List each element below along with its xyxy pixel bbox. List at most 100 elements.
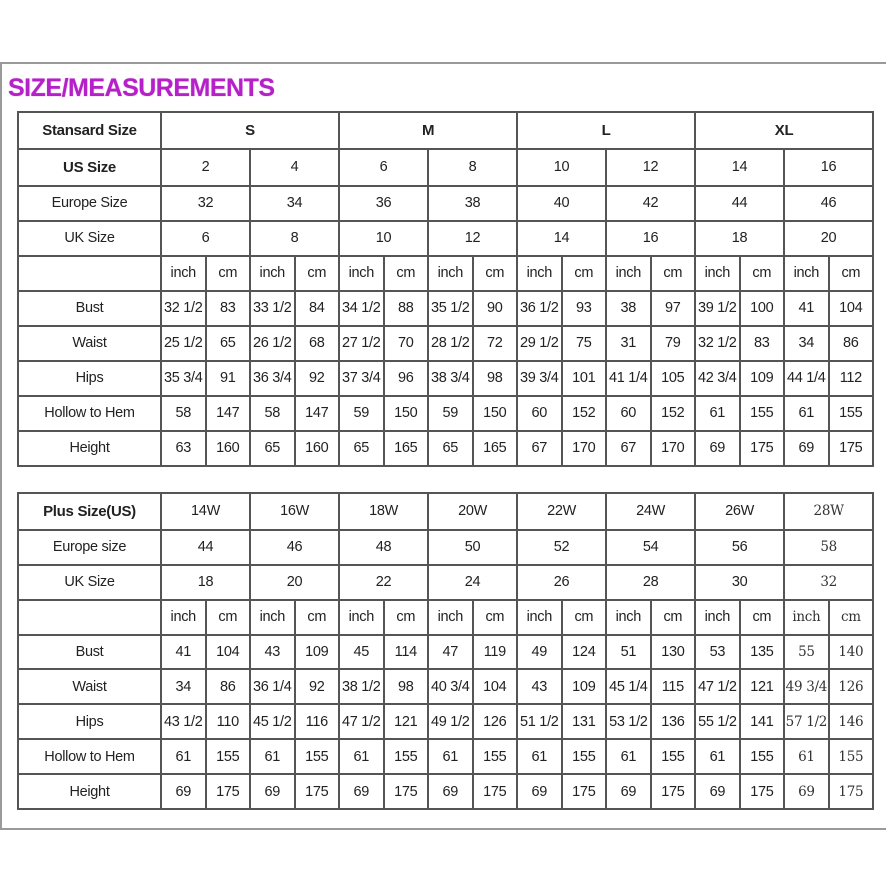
row-label: Waist [17, 668, 162, 706]
row-label: Hollow to Hem [17, 394, 162, 432]
measurement-value: 47 1/2 [694, 668, 741, 706]
measurement-value: 92 [293, 668, 341, 706]
measurement-value: 109 [293, 633, 341, 671]
row-label: Height [17, 429, 162, 468]
unit-header: inch [338, 598, 385, 636]
measurement-value: 65 [249, 429, 296, 468]
measurement-value: 121 [738, 668, 786, 706]
unit-header: cm [827, 254, 875, 292]
measurement-value: 92 [293, 359, 341, 397]
size-value: 42 [605, 184, 697, 222]
unit-header: inch [160, 598, 207, 636]
measurement-value: 104 [204, 633, 252, 671]
measurement-value: 100 [738, 289, 786, 327]
measurement-row: Height 69 175 69 175 69 175 69 175 69 175 69 175 69 17… [17, 773, 875, 810]
measurement-value: 55 [783, 633, 830, 671]
measurement-value: 58 [249, 394, 296, 432]
measurement-value: 147 [293, 394, 341, 432]
measurement-value: 152 [649, 394, 697, 432]
unit-header: inch [605, 598, 652, 636]
size-value: 44 [159, 528, 252, 566]
size-value: 30 [694, 563, 786, 601]
measurement-value: 96 [382, 359, 430, 397]
measurement-value: 45 [338, 633, 385, 671]
measurement-value: 67 [516, 429, 563, 468]
measurement-value: 69 [427, 773, 474, 810]
measurement-value: 175 [471, 773, 519, 810]
unit-header: cm [204, 254, 251, 292]
size-value: 46 [783, 184, 875, 222]
measurement-value: 41 [160, 633, 207, 671]
measurement-row: Bust 32 1/2 83 33 1/2 84 34 1/2 88 35 1/2 90 36 1… [17, 289, 875, 327]
measurement-value: 55 1/2 [694, 703, 741, 741]
measurement-value: 84 [293, 289, 341, 327]
measurement-value: 160 [204, 429, 251, 468]
unit-row: inch cm inch cm inch cm inch cm inch cm inch cm inch… [17, 598, 875, 636]
blank-cell [17, 254, 162, 292]
measurement-value: 69 [605, 773, 652, 810]
chart-frame [0, 62, 886, 830]
measurement-value: 69 [160, 773, 207, 810]
measurement-value: 61 [516, 738, 563, 776]
measurement-value: 29 1/2 [516, 324, 563, 362]
measurement-row: Waist 25 1/2 65 26 1/2 68 27 1/2 70 28 1/2 72 29 … [17, 324, 875, 362]
measurement-row: Hips 35 3/4 91 36 3/4 92 37 3/4 96 38 3/4 98 39 3… [17, 359, 875, 397]
unit-header: cm [649, 254, 697, 292]
measurement-value: 155 [649, 738, 697, 776]
measurement-value: 165 [382, 429, 430, 468]
measurement-row: Bust 41 104 43 109 45 114 47 119 49 124 51 130 53 135 5… [17, 633, 875, 671]
page-title: SIZE/MEASUREMENTS [8, 74, 275, 102]
unit-header: cm [204, 598, 252, 636]
measurement-value: 109 [738, 359, 786, 397]
measurement-value: 41 [783, 289, 830, 327]
measurement-value: 98 [471, 359, 519, 397]
measurement-value: 175 [382, 773, 430, 810]
row-label: Plus Size(US) [17, 492, 162, 531]
row-label: Bust [17, 633, 162, 671]
size-value: 52 [516, 528, 608, 566]
measurement-value: 175 [204, 773, 252, 810]
unit-header: cm [293, 598, 341, 636]
measurement-value: 51 [605, 633, 652, 671]
row-label: Europe size [17, 528, 162, 566]
measurement-value: 61 [694, 394, 741, 432]
measurement-value: 155 [560, 738, 608, 776]
measurement-value: 114 [382, 633, 430, 671]
measurement-value: 104 [827, 289, 875, 327]
measurement-value: 119 [471, 633, 519, 671]
measurement-value: 53 1/2 [605, 703, 652, 741]
measurement-value: 37 3/4 [338, 359, 385, 397]
measurement-value: 33 1/2 [249, 289, 296, 327]
measurement-value: 72 [471, 324, 519, 362]
size-value: 56 [694, 528, 786, 566]
measurement-value: 175 [738, 773, 786, 810]
measurement-value: 35 1/2 [427, 289, 474, 327]
size-group: S [159, 111, 341, 150]
measurement-value: 26 1/2 [249, 324, 296, 362]
measurement-value: 105 [649, 359, 697, 397]
measurement-value: 43 1/2 [160, 703, 207, 741]
measurement-value: 116 [293, 703, 341, 741]
size-value: 20 [249, 563, 341, 601]
measurement-value: 112 [827, 359, 875, 397]
size-value: 24W [605, 492, 697, 531]
measurement-value: 61 [427, 738, 474, 776]
size-value: 40 [516, 184, 608, 222]
measurement-value: 65 [338, 429, 385, 468]
measurement-value: 126 [827, 668, 875, 706]
measurement-value: 140 [827, 633, 875, 671]
measurement-value: 146 [827, 703, 875, 741]
measurement-value: 36 1/4 [249, 668, 296, 706]
size-value: 12 [427, 219, 519, 257]
size-value: 26W [694, 492, 786, 531]
measurement-value: 155 [471, 738, 519, 776]
measurement-value: 165 [471, 429, 519, 468]
measurement-value: 67 [605, 429, 652, 468]
size-value: 28W [783, 492, 875, 531]
size-row: US Size 2 4 6 8 10 12 14 16 [17, 147, 875, 187]
measurement-value: 51 1/2 [516, 703, 563, 741]
size-value: 14 [516, 219, 608, 257]
size-value: 6 [160, 219, 251, 257]
size-value: 20W [427, 492, 519, 531]
measurement-value: 61 [338, 738, 385, 776]
